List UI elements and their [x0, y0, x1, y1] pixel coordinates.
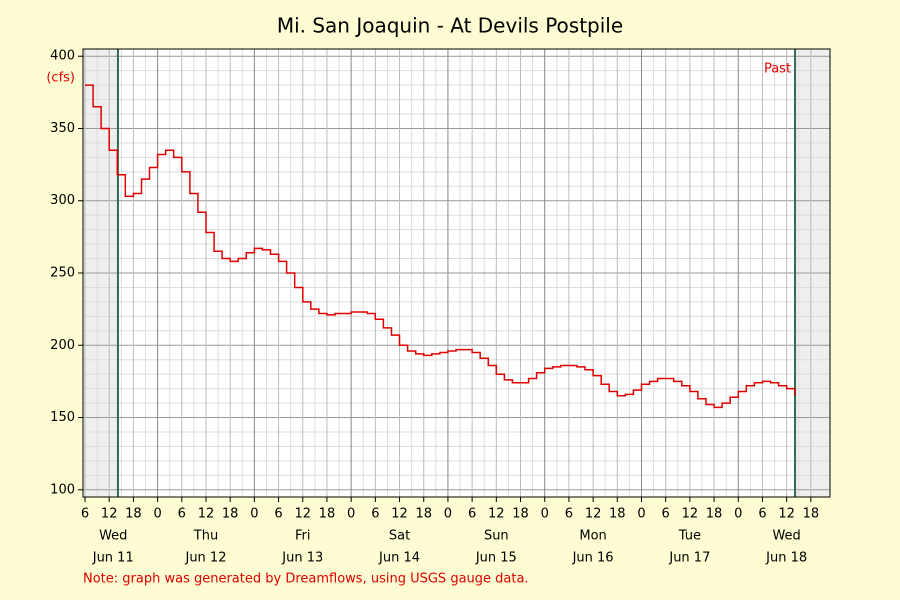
x-tick-label: 12: [198, 507, 215, 522]
date-label: Jun 18: [765, 551, 807, 566]
date-label: Jun 14: [378, 551, 420, 566]
date-label: Jun 17: [668, 551, 710, 566]
weekday-label: Fri: [295, 529, 311, 544]
x-tick-label: 6: [758, 507, 766, 522]
y-tick-label: 350: [50, 121, 75, 136]
x-tick-label: 0: [637, 507, 645, 522]
x-tick-label: 18: [222, 507, 239, 522]
x-tick-label: 0: [734, 507, 742, 522]
x-tick-label: 18: [415, 507, 432, 522]
weekday-label: Sun: [484, 529, 509, 544]
x-tick-label: 12: [101, 507, 118, 522]
date-label: Jun 13: [281, 551, 323, 566]
x-tick-label: 18: [803, 507, 820, 522]
date-label: Jun 16: [572, 551, 614, 566]
x-tick-label: 0: [347, 507, 355, 522]
x-tick-label: 6: [468, 507, 476, 522]
weekday-label: Wed: [772, 529, 800, 544]
x-tick-label: 18: [706, 507, 723, 522]
plot-frame: [82, 48, 831, 498]
x-tick-label: 12: [391, 507, 408, 522]
y-tick-label: 250: [50, 266, 75, 281]
note: Note: graph was generated by Dreamflows,…: [83, 572, 529, 587]
x-tick-label: 6: [81, 507, 89, 522]
x-tick-label: 6: [565, 507, 573, 522]
date-label: Jun 11: [92, 551, 134, 566]
x-tick-label: 18: [125, 507, 142, 522]
flow-line: [85, 84, 796, 409]
x-tick-label: 0: [250, 507, 258, 522]
x-tick-label: 18: [609, 507, 626, 522]
x-tick-label: 18: [319, 507, 336, 522]
x-tick-label: 12: [778, 507, 795, 522]
x-tick-label: 0: [541, 507, 549, 522]
y-tick-label: 200: [50, 338, 75, 353]
x-tick-label: 12: [294, 507, 311, 522]
x-tick-label: 18: [512, 507, 529, 522]
annotation: Past: [764, 62, 791, 77]
x-tick-label: 12: [682, 507, 699, 522]
y-tick-label: 150: [50, 410, 75, 425]
y-axis-label: (cfs): [46, 71, 75, 86]
x-tick-label: 6: [662, 507, 670, 522]
y-tick-label: 100: [50, 482, 75, 497]
x-tick-label: 12: [585, 507, 602, 522]
x-tick-label: 6: [371, 507, 379, 522]
y-tick-label: 400: [50, 49, 75, 64]
x-tick-label: 6: [274, 507, 282, 522]
x-tick-label: 6: [178, 507, 186, 522]
date-label: Jun 15: [475, 551, 517, 566]
weekday-label: Thu: [193, 529, 218, 544]
weekday-label: Sat: [389, 529, 410, 544]
weekday-label: Tue: [678, 529, 701, 544]
weekday-label: Wed: [99, 529, 127, 544]
x-tick-label: 0: [153, 507, 161, 522]
y-tick-label: 300: [50, 193, 75, 208]
x-tick-label: 12: [488, 507, 505, 522]
chart-title: Mi. San Joaquin - At Devils Postpile: [277, 14, 623, 38]
x-tick-label: 0: [444, 507, 452, 522]
weekday-label: Mon: [579, 529, 606, 544]
date-label: Jun 12: [184, 551, 226, 566]
